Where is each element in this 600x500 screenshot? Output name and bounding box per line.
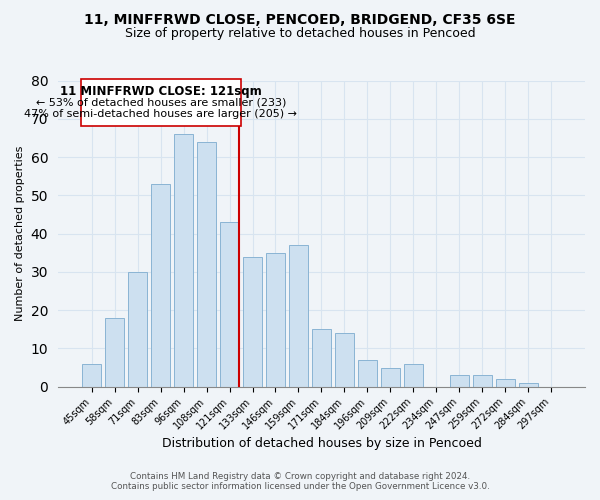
- Text: 47% of semi-detached houses are larger (205) →: 47% of semi-detached houses are larger (…: [25, 109, 298, 119]
- Bar: [128, 272, 148, 386]
- Bar: [197, 142, 217, 386]
- Bar: [518, 383, 538, 386]
- Bar: [151, 184, 170, 386]
- Bar: [174, 134, 193, 386]
- Text: 11 MINFFRWD CLOSE: 121sqm: 11 MINFFRWD CLOSE: 121sqm: [60, 85, 262, 98]
- Text: Size of property relative to detached houses in Pencoed: Size of property relative to detached ho…: [125, 28, 475, 40]
- Bar: [266, 252, 285, 386]
- X-axis label: Distribution of detached houses by size in Pencoed: Distribution of detached houses by size …: [161, 437, 481, 450]
- Bar: [220, 222, 239, 386]
- Bar: [358, 360, 377, 386]
- Bar: [81, 78, 241, 126]
- Bar: [404, 364, 423, 386]
- Bar: [105, 318, 124, 386]
- Text: 11, MINFFRWD CLOSE, PENCOED, BRIDGEND, CF35 6SE: 11, MINFFRWD CLOSE, PENCOED, BRIDGEND, C…: [84, 12, 516, 26]
- Bar: [473, 375, 492, 386]
- Bar: [335, 333, 354, 386]
- Y-axis label: Number of detached properties: Number of detached properties: [15, 146, 25, 322]
- Bar: [243, 256, 262, 386]
- Bar: [82, 364, 101, 386]
- Bar: [449, 375, 469, 386]
- Bar: [289, 245, 308, 386]
- Bar: [496, 379, 515, 386]
- Bar: [311, 330, 331, 386]
- Bar: [380, 368, 400, 386]
- Text: Contains HM Land Registry data © Crown copyright and database right 2024.: Contains HM Land Registry data © Crown c…: [130, 472, 470, 481]
- Text: Contains public sector information licensed under the Open Government Licence v3: Contains public sector information licen…: [110, 482, 490, 491]
- Text: ← 53% of detached houses are smaller (233): ← 53% of detached houses are smaller (23…: [36, 98, 286, 108]
